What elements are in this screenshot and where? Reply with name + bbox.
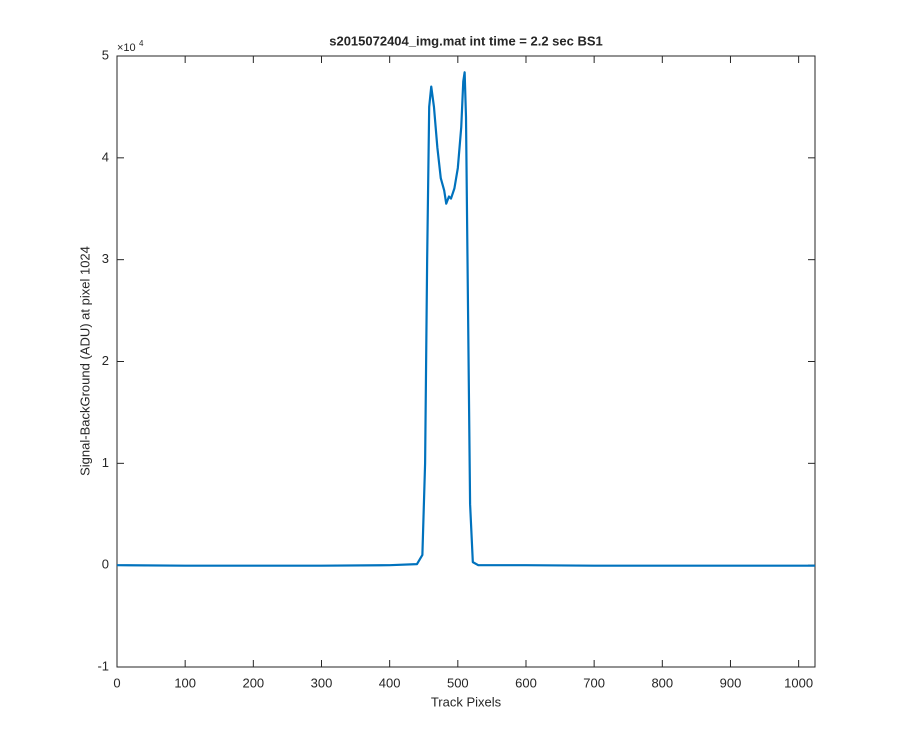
y-tick-label: 5 bbox=[102, 47, 109, 62]
data-line bbox=[116, 71, 815, 567]
y-exponent-power: 4 bbox=[139, 39, 144, 48]
y-tick-label: 0 bbox=[102, 557, 109, 572]
x-tick-label: 1000 bbox=[784, 675, 813, 690]
x-tick-label: 600 bbox=[515, 675, 537, 690]
x-tick-label: 0 bbox=[113, 675, 120, 690]
y-tick-label: 1 bbox=[102, 455, 109, 470]
x-axis-label: Track Pixels bbox=[431, 694, 502, 709]
y-tick-label: -1 bbox=[97, 658, 109, 673]
y-tick-label: 2 bbox=[102, 353, 109, 368]
x-tick-label: 500 bbox=[447, 675, 469, 690]
x-tick-label: 900 bbox=[720, 675, 742, 690]
y-axis-label: Signal-BackGround (ADU) at pixel 1024 bbox=[77, 246, 92, 476]
x-tick-label: 300 bbox=[311, 675, 333, 690]
x-tick-label: 700 bbox=[583, 675, 605, 690]
y-exponent-base: ×10 bbox=[117, 42, 136, 54]
chart-title: s2015072404_img.mat int time = 2.2 sec B… bbox=[329, 33, 603, 48]
x-tick-label: 800 bbox=[651, 675, 673, 690]
x-tick-label: 200 bbox=[242, 675, 264, 690]
y-tick-label: 4 bbox=[102, 149, 109, 164]
y-tick-label: 3 bbox=[102, 251, 109, 266]
x-tick-label: 100 bbox=[174, 675, 196, 690]
x-tick-label: 400 bbox=[379, 675, 401, 690]
